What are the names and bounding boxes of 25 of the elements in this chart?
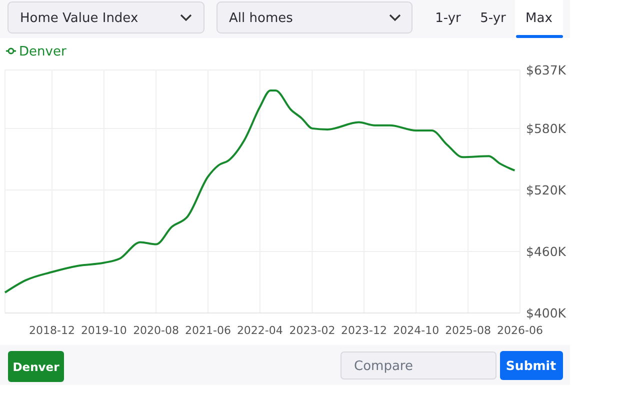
x-tick-label: 2026-06 — [497, 324, 543, 337]
text: Home Value Index — [20, 11, 138, 26]
x-tick-label: 2019-10 — [80, 324, 127, 337]
x-tick-label: 2024-10 — [393, 324, 440, 337]
x-tick-label: 2023-02 — [289, 324, 336, 337]
y-tick-label: $520K — [526, 182, 567, 198]
y-tick-label: $580K — [526, 120, 567, 136]
y-tick-label: $400K — [526, 306, 567, 320]
x-tick-label: 2022-04 — [236, 324, 283, 337]
text: Submit — [506, 358, 556, 373]
y-tick-label: $460K — [526, 244, 567, 259]
x-tick-label: 2023-12 — [341, 324, 387, 337]
x-tick-label: 2021-06 — [185, 324, 231, 337]
x-tick-label: 2025-08 — [445, 324, 492, 337]
line-series — [4, 90, 516, 294]
text: All homes — [229, 11, 294, 26]
text: Compare — [354, 359, 413, 374]
text: Max — [526, 11, 553, 26]
x-tick-label: 2020-08 — [133, 324, 180, 337]
text: 1-yr — [435, 11, 462, 26]
text: Denver — [12, 360, 60, 374]
text: 5-yr — [480, 11, 507, 26]
legend-label: Denver — [19, 44, 67, 60]
x-tick-label: 2018-12 — [29, 324, 75, 337]
y-tick-label: $637K — [526, 62, 567, 78]
